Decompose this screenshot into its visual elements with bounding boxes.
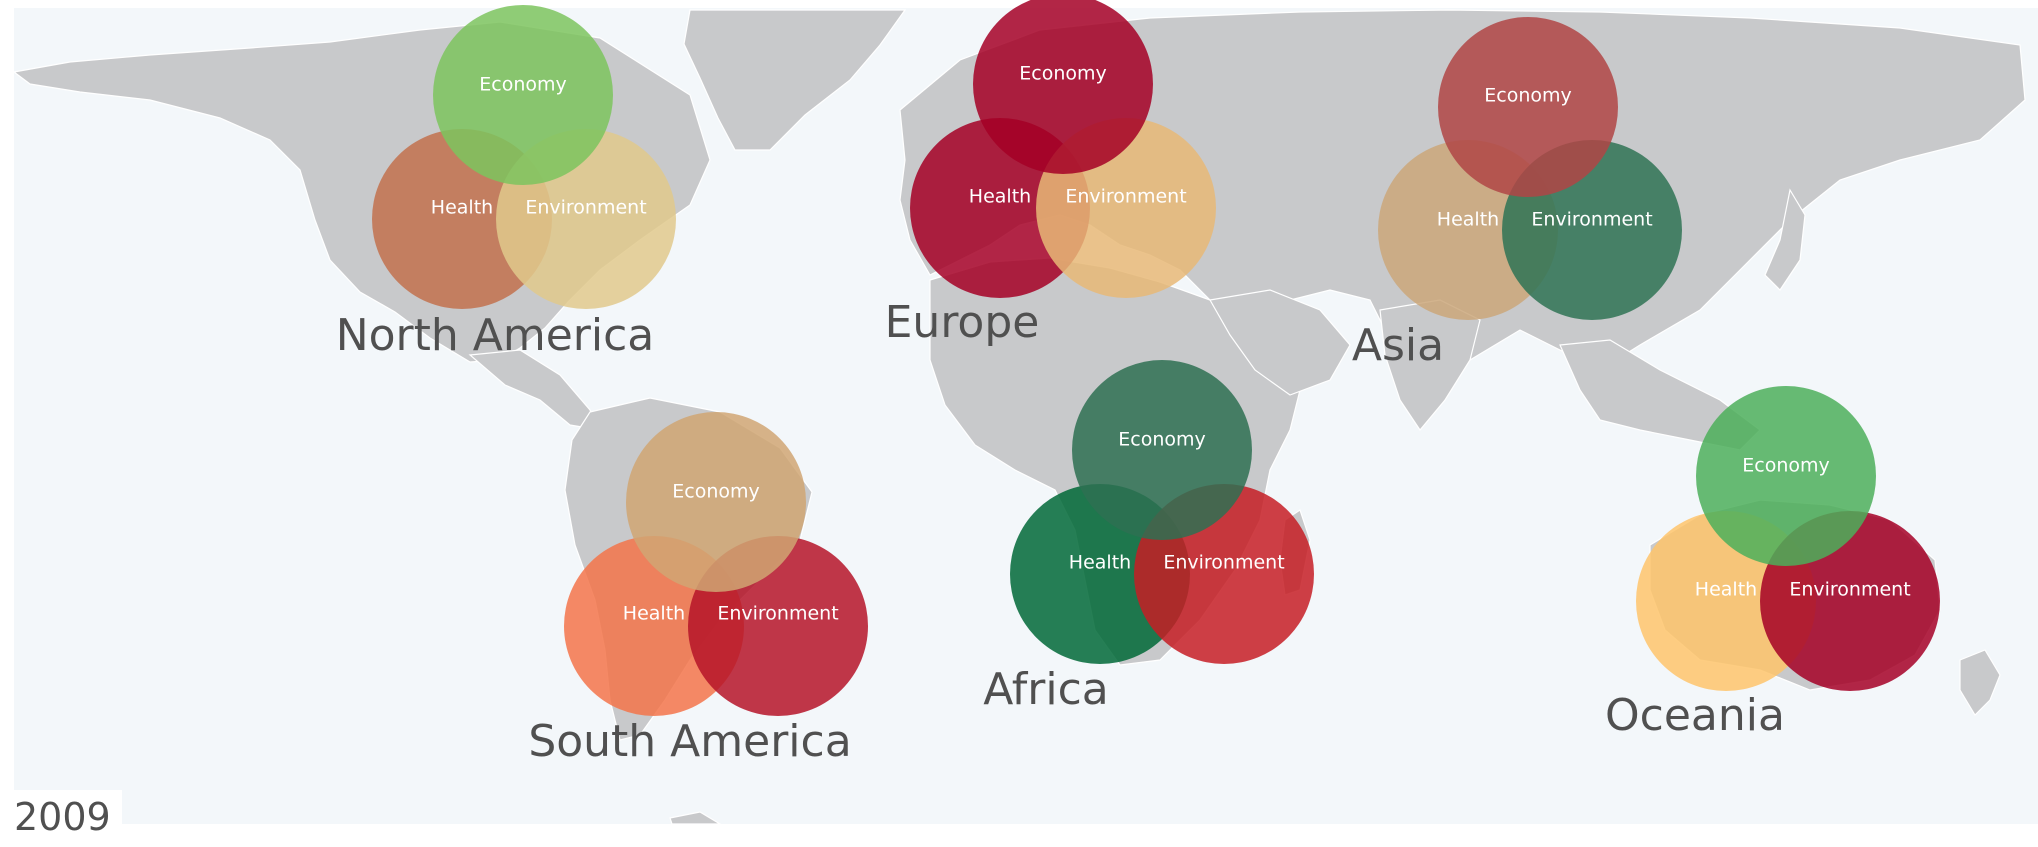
africa-environment-label: Environment xyxy=(1163,552,1284,574)
europe-environment-label: Environment xyxy=(1065,186,1186,208)
north-america-economy-label: Economy xyxy=(479,74,567,96)
region-oceania: Health Environment Economy Oceania xyxy=(1605,386,1940,741)
south-america-economy-label: Economy xyxy=(672,481,760,503)
region-label-oceania: Oceania xyxy=(1605,690,1785,741)
south-america-economy-circle xyxy=(626,412,806,592)
region-label-south-america: South America xyxy=(528,716,851,767)
greenland-landmass xyxy=(683,9,907,151)
arabia-landmass xyxy=(1209,289,1351,396)
africa-health-label: Health xyxy=(1069,552,1131,574)
region-label-asia: Asia xyxy=(1352,320,1444,371)
north-america-environment-label: Environment xyxy=(525,197,646,219)
region-south-america: Health Environment Economy South America xyxy=(528,412,868,767)
europe-economy-circle xyxy=(973,0,1153,174)
region-europe: Health Environment Economy Europe xyxy=(885,0,1216,348)
year-label: 2009 xyxy=(14,795,111,839)
asia-economy-label: Economy xyxy=(1484,85,1572,107)
africa-economy-label: Economy xyxy=(1118,429,1206,451)
oceania-economy-circle xyxy=(1696,386,1876,566)
region-label-europe: Europe xyxy=(885,297,1040,348)
asia-environment-label: Environment xyxy=(1531,209,1652,231)
japan-landmass xyxy=(1764,188,1806,291)
new-zealand-landmass xyxy=(1959,649,2001,716)
antarctica-sliver-landmass xyxy=(669,811,723,825)
oceania-health-label: Health xyxy=(1695,579,1757,601)
north-america-health-label: Health xyxy=(431,197,493,219)
region-africa: Health Environment Economy Africa xyxy=(983,360,1314,715)
oceania-economy-label: Economy xyxy=(1742,455,1830,477)
asia-health-label: Health xyxy=(1437,209,1499,231)
europe-economy-label: Economy xyxy=(1019,63,1107,85)
region-asia: Health Environment Economy Asia xyxy=(1352,17,1682,371)
north-america-economy-circle xyxy=(433,5,613,185)
south-america-environment-label: Environment xyxy=(717,603,838,625)
region-label-africa: Africa xyxy=(983,664,1109,715)
africa-economy-circle xyxy=(1072,360,1252,540)
region-label-north-america: North America xyxy=(336,310,655,361)
year-background xyxy=(10,790,122,847)
oceania-environment-label: Environment xyxy=(1789,579,1910,601)
asia-economy-circle xyxy=(1438,17,1618,197)
south-america-health-label: Health xyxy=(623,603,685,625)
europe-health-label: Health xyxy=(969,186,1031,208)
region-north-america: Health Environment Economy North America xyxy=(336,5,676,361)
